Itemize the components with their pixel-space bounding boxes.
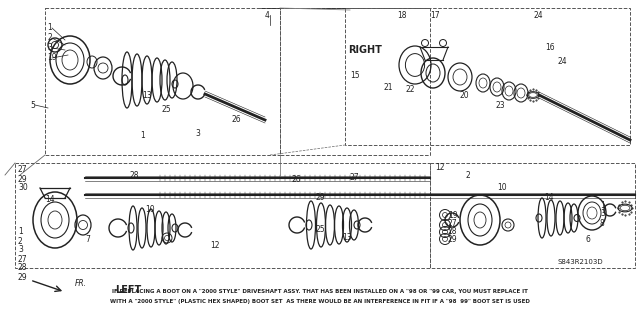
Text: 6: 6 <box>585 235 590 244</box>
Text: 16: 16 <box>545 43 555 53</box>
Text: 23: 23 <box>496 100 506 109</box>
Text: 27: 27 <box>448 219 458 227</box>
Text: IF REPLACING A BOOT ON A "2000 STYLE" DRIVESHAFT ASSY. THAT HAS BEEN INSTALLED O: IF REPLACING A BOOT ON A "2000 STYLE" DR… <box>112 288 528 293</box>
Text: 3: 3 <box>47 43 52 53</box>
Bar <box>345 8 630 145</box>
Text: 26: 26 <box>292 175 301 184</box>
Text: 26: 26 <box>232 115 242 124</box>
Text: 1: 1 <box>18 227 23 236</box>
Text: FR.: FR. <box>75 278 87 287</box>
Text: 28: 28 <box>18 263 28 272</box>
Text: 21: 21 <box>384 84 394 93</box>
Text: 17: 17 <box>430 11 440 19</box>
Text: 13: 13 <box>342 234 351 242</box>
Text: 29: 29 <box>448 234 458 243</box>
Text: 1: 1 <box>600 201 605 210</box>
Text: 30: 30 <box>18 183 28 192</box>
Text: 10: 10 <box>145 205 155 214</box>
Text: 14: 14 <box>544 194 554 203</box>
Text: 2: 2 <box>47 33 52 42</box>
Text: 28: 28 <box>448 226 458 235</box>
Text: 20: 20 <box>460 91 470 100</box>
Bar <box>45 8 280 155</box>
Text: 3: 3 <box>195 129 200 137</box>
Bar <box>15 163 430 268</box>
Text: 2: 2 <box>466 170 471 180</box>
Text: 19: 19 <box>448 211 458 219</box>
Text: 25: 25 <box>162 106 172 115</box>
Text: 1: 1 <box>140 130 145 139</box>
Text: 14: 14 <box>45 196 54 204</box>
Text: LEFT: LEFT <box>115 285 141 295</box>
Text: 10: 10 <box>497 182 507 191</box>
Text: 27: 27 <box>350 174 360 182</box>
Text: 27: 27 <box>18 166 28 174</box>
Text: 13: 13 <box>142 91 152 100</box>
Text: 2: 2 <box>18 236 23 246</box>
Text: 15: 15 <box>350 70 360 79</box>
Text: 5: 5 <box>30 100 35 109</box>
Text: 18: 18 <box>397 11 406 19</box>
Text: 19: 19 <box>47 54 56 63</box>
Text: WITH A "2000 STYLE" (PLASTIC HEX SHAPED) BOOT SET  AS THERE WOULD BE AN INTERFER: WITH A "2000 STYLE" (PLASTIC HEX SHAPED)… <box>110 300 530 305</box>
Text: 4: 4 <box>265 11 270 19</box>
Text: 7: 7 <box>85 235 90 244</box>
Text: 12: 12 <box>210 241 220 249</box>
Text: 1: 1 <box>47 24 52 33</box>
Text: RIGHT: RIGHT <box>348 45 382 55</box>
Text: 3: 3 <box>18 246 23 255</box>
Bar <box>280 8 430 155</box>
Text: 12: 12 <box>435 162 445 172</box>
Text: 29: 29 <box>315 192 324 202</box>
Text: S843R2103D: S843R2103D <box>557 259 603 265</box>
Text: 8: 8 <box>600 219 605 227</box>
Text: 22: 22 <box>406 85 415 94</box>
Text: 28: 28 <box>130 170 140 180</box>
Text: 29: 29 <box>18 174 28 183</box>
Text: 27: 27 <box>18 255 28 263</box>
Text: 29: 29 <box>18 272 28 281</box>
Text: 3: 3 <box>600 210 605 219</box>
Bar <box>430 163 635 268</box>
Text: 24: 24 <box>533 11 543 19</box>
Text: 24: 24 <box>558 57 568 66</box>
Text: 25: 25 <box>315 226 324 234</box>
